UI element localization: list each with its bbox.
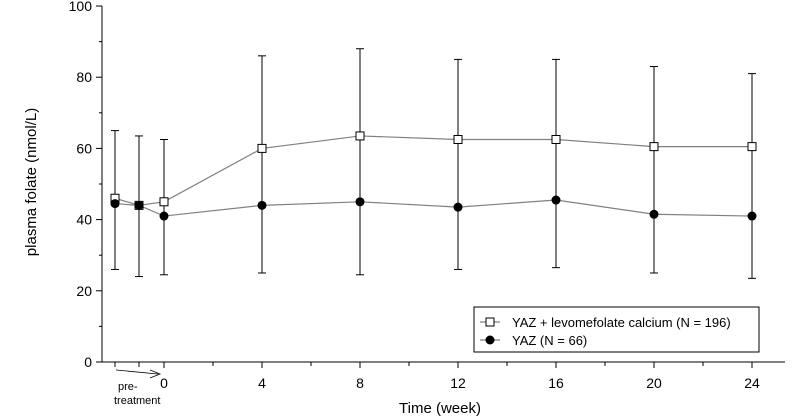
axes: 0 20 40 60 80 100 0 4 8 12 16 20 24 — [69, 0, 785, 391]
data-point-series-1 — [551, 135, 561, 144]
legend: YAZ + levomefolate calcium (N = 196) YAZ… — [473, 306, 760, 353]
data-point-series-2 — [110, 199, 120, 209]
data-point-series-1 — [159, 197, 169, 207]
legend-label-series-2: YAZ (N = 66) — [512, 333, 587, 348]
y-tick-label: 0 — [84, 354, 92, 370]
legend-marker-series-1 — [485, 317, 495, 327]
x-tick-label: 12 — [450, 375, 466, 391]
pretreatment-label-line2: treatment — [114, 395, 160, 407]
series-markers — [110, 131, 757, 221]
data-point-series-1 — [257, 143, 267, 153]
y-axis-title: plasma folate (nmol/L) — [23, 108, 40, 256]
x-tick-label: 16 — [548, 375, 564, 391]
x-tick-label: 8 — [356, 375, 364, 391]
data-point-series-2 — [551, 195, 561, 205]
y-tick-label: 20 — [76, 283, 92, 299]
pretreatment-arrow-line — [115, 369, 159, 375]
data-point-series-2 — [134, 200, 144, 210]
data-point-series-1 — [453, 135, 463, 144]
data-point-series-1 — [747, 142, 757, 152]
data-point-series-2 — [159, 211, 169, 221]
x-tick-label: 0 — [160, 375, 168, 391]
y-tick-label: 100 — [69, 0, 93, 14]
x-axis-title: Time (week) — [399, 400, 481, 417]
data-point-series-1 — [649, 142, 659, 152]
pretreatment-arrowhead — [149, 369, 162, 379]
legend-marker-series-2 — [485, 335, 495, 345]
pretreatment-label-line1: pre- — [118, 381, 138, 393]
data-point-series-2 — [257, 200, 267, 210]
data-point-series-2 — [649, 209, 659, 219]
data-point-series-2 — [453, 202, 463, 212]
y-tick-label: 60 — [76, 140, 92, 156]
x-tick-label: 24 — [744, 375, 760, 391]
x-tick-label: 4 — [258, 375, 266, 391]
x-tick-label: 20 — [646, 375, 662, 391]
legend-label-series-1: YAZ + levomefolate calcium (N = 196) — [512, 315, 731, 330]
y-tick-label: 40 — [76, 212, 92, 228]
data-point-series-2 — [355, 197, 365, 207]
y-tick-label: 80 — [76, 69, 92, 85]
data-point-series-2 — [747, 211, 757, 221]
error-bars — [111, 48, 756, 279]
legend-box — [473, 306, 760, 353]
data-point-series-1 — [355, 131, 365, 141]
